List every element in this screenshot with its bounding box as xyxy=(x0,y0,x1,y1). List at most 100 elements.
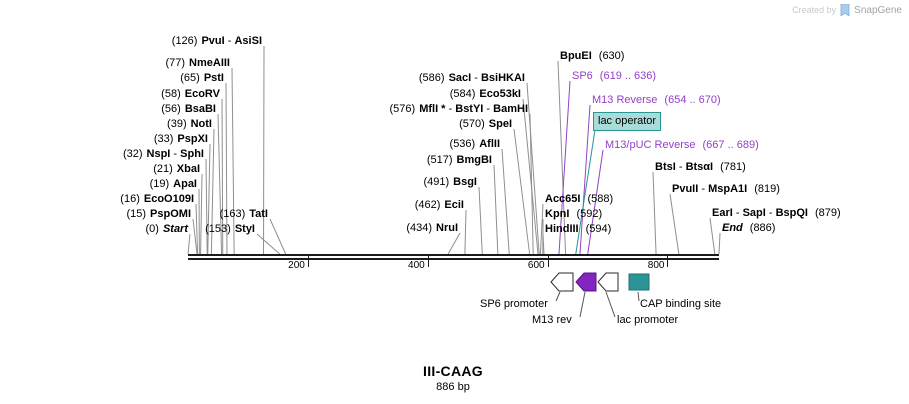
site-label-btsi-bts-i[interactable]: BtsI - BtsαI (781) xyxy=(655,161,746,174)
feature-label-m13-rev[interactable]: M13 rev xyxy=(532,314,572,326)
site-position: (19) xyxy=(149,178,170,190)
site-label-pspomi[interactable]: (15) PspOMI xyxy=(126,208,191,221)
site-label-nspi-sphi[interactable]: (32) NspI - SphI xyxy=(123,148,204,161)
site-label-eco53ki[interactable]: (584) Eco53kI xyxy=(450,88,521,101)
feature-label-sp6-promoter[interactable]: SP6 promoter xyxy=(480,298,548,310)
annotation-leader-line-m13-reverse xyxy=(579,104,591,255)
site-label-end[interactable]: End (886) xyxy=(722,222,775,235)
primer-name: SP6 xyxy=(572,70,593,82)
site-label-hindiii[interactable]: HindIII (594) xyxy=(545,223,611,236)
site-label-ecii[interactable]: (462) EciI xyxy=(415,199,464,212)
site-position: (584) xyxy=(449,88,476,100)
enzyme-name: AflII xyxy=(479,138,500,150)
name-separator: - xyxy=(445,103,456,115)
site-leader-line-aflii xyxy=(501,148,510,255)
enzyme-name: PvuII xyxy=(672,183,699,195)
site-leader-line-pspxi xyxy=(207,143,211,255)
annotation-lac-operator[interactable]: lac operator xyxy=(593,112,662,131)
site-enzyme-names: PvuII - MspA1I xyxy=(672,183,747,195)
site-position: (879) xyxy=(815,207,841,219)
annotation-m13-reverse[interactable]: M13 Reverse (654 .. 670) xyxy=(592,94,721,107)
site-label-psti[interactable]: (65) PstI xyxy=(180,72,224,85)
site-enzyme-names: AflII xyxy=(479,138,500,150)
enzyme-name: StyI xyxy=(234,223,255,235)
enzyme-name: KpnI xyxy=(545,208,570,220)
site-label-bmgbi[interactable]: (517) BmgBI xyxy=(427,154,492,167)
site-label-nmeaiii[interactable]: (77) NmeAIII xyxy=(165,57,230,70)
site-enzyme-names: BsaBI xyxy=(185,103,216,115)
site-label-bsgi[interactable]: (491) BsgI xyxy=(423,176,477,189)
site-label-saci-bsihkai[interactable]: (586) SacI - BsiHKAI xyxy=(419,72,525,85)
site-label-styi[interactable]: (153) StyI xyxy=(205,223,255,236)
site-position: (56) xyxy=(161,103,181,115)
enzyme-name: EciI xyxy=(444,199,464,211)
site-enzyme-names: SacI - BsiHKAI xyxy=(449,72,525,84)
site-label-start[interactable]: (0) Start xyxy=(145,223,188,236)
site-leader-line-end xyxy=(718,232,721,255)
site-leader-line-start xyxy=(187,233,191,255)
site-label-aflii[interactable]: (536) AflII xyxy=(450,138,500,151)
enzyme-name: SacI xyxy=(448,72,472,84)
annotation-sp6[interactable]: SP6 (619 .. 636) xyxy=(572,70,656,83)
site-position: (153) xyxy=(205,223,231,235)
site-position: (163) xyxy=(219,208,246,220)
site-label-eari-sapi-bspqi[interactable]: EarI - SapI - BspQI (879) xyxy=(712,207,841,220)
feature-lac-promoter[interactable] xyxy=(597,272,619,292)
name-separator: - xyxy=(224,35,235,47)
site-label-kpni[interactable]: KpnI (592) xyxy=(545,208,602,221)
enzyme-name: MflI * xyxy=(419,103,446,115)
site-label-acc65i[interactable]: Acc65I (588) xyxy=(545,193,613,206)
enzyme-name: EarI xyxy=(712,207,733,219)
site-label-ecoo109i[interactable]: (16) EcoO109I xyxy=(120,193,194,206)
site-enzyme-names: BpuEI xyxy=(560,50,592,62)
site-leader-line-spei xyxy=(513,128,531,255)
site-position: (594) xyxy=(585,223,612,235)
site-label-nrui[interactable]: (434) NruI xyxy=(406,222,458,235)
site-label-noti[interactable]: (39) NotI xyxy=(167,118,212,131)
sequence-line-top xyxy=(188,254,719,256)
site-label-apai[interactable]: (19) ApaI xyxy=(150,178,197,191)
site-label-pvui-asisi[interactable]: (126) PvuI - AsiSI xyxy=(172,35,262,48)
site-label-tati[interactable]: (163) TatI xyxy=(220,208,268,221)
enzyme-name: NspI xyxy=(146,148,171,160)
ruler-tick-label-800: 800 xyxy=(647,260,665,271)
feature-label-leader-cap-binding-site xyxy=(637,291,640,302)
site-position: (586) xyxy=(418,72,445,84)
site-enzyme-names: HindIII xyxy=(545,223,579,235)
site-leader-line-nmeaiii xyxy=(231,67,235,255)
annotation-m13-puc-reverse[interactable]: M13/pUC Reverse (667 .. 689) xyxy=(605,139,759,152)
site-label-bpuei[interactable]: BpuEI (630) xyxy=(560,50,624,63)
enzyme-name: Start xyxy=(162,223,188,235)
site-position: (491) xyxy=(423,176,450,188)
feature-label-cap-binding-site[interactable]: CAP binding site xyxy=(640,298,722,310)
site-enzyme-names: ApaI xyxy=(173,178,197,190)
feature-sp6-promoter[interactable] xyxy=(550,272,574,292)
feature-cap-binding-site[interactable] xyxy=(628,273,650,291)
site-position: (592) xyxy=(576,208,603,220)
site-enzyme-names: SpeI xyxy=(489,118,512,130)
site-leader-line-pvuii-mspa1i xyxy=(669,193,680,255)
ruler-tick-label-200: 200 xyxy=(288,260,305,271)
site-label-xbai[interactable]: (21) XbaI xyxy=(153,163,200,176)
site-position: (576) xyxy=(389,103,416,115)
primer-name: M13 Reverse xyxy=(592,94,658,106)
site-position: (819) xyxy=(754,183,780,195)
site-enzyme-names: KpnI xyxy=(545,208,569,220)
feature-label-lac-promoter[interactable]: lac promoter xyxy=(617,314,679,326)
annotation-leader-line-m13-puc-reverse xyxy=(587,149,604,255)
site-label-ecorv[interactable]: (58) EcoRV xyxy=(161,88,220,101)
site-label-bsabi[interactable]: (56) BsaBI xyxy=(161,103,216,116)
site-enzyme-names: PspXI xyxy=(177,133,208,145)
site-label-mfli-bstyi-bamhi[interactable]: (576) MflI * - BstYI - BamHI xyxy=(390,103,529,116)
site-label-spei[interactable]: (570) SpeI xyxy=(459,118,512,131)
site-position: (630) xyxy=(598,50,625,62)
site-enzyme-names: NotI xyxy=(191,118,212,130)
feature-m13-rev[interactable] xyxy=(575,272,597,292)
site-label-pspxi[interactable]: (33) PspXI xyxy=(154,133,208,146)
site-label-pvuii-mspa1i[interactable]: PvuII - MspA1I (819) xyxy=(672,183,780,196)
site-leader-line-bsgi xyxy=(478,186,483,255)
enzyme-name: PspOMI xyxy=(150,208,191,220)
site-leader-line-bsabi xyxy=(217,113,223,255)
